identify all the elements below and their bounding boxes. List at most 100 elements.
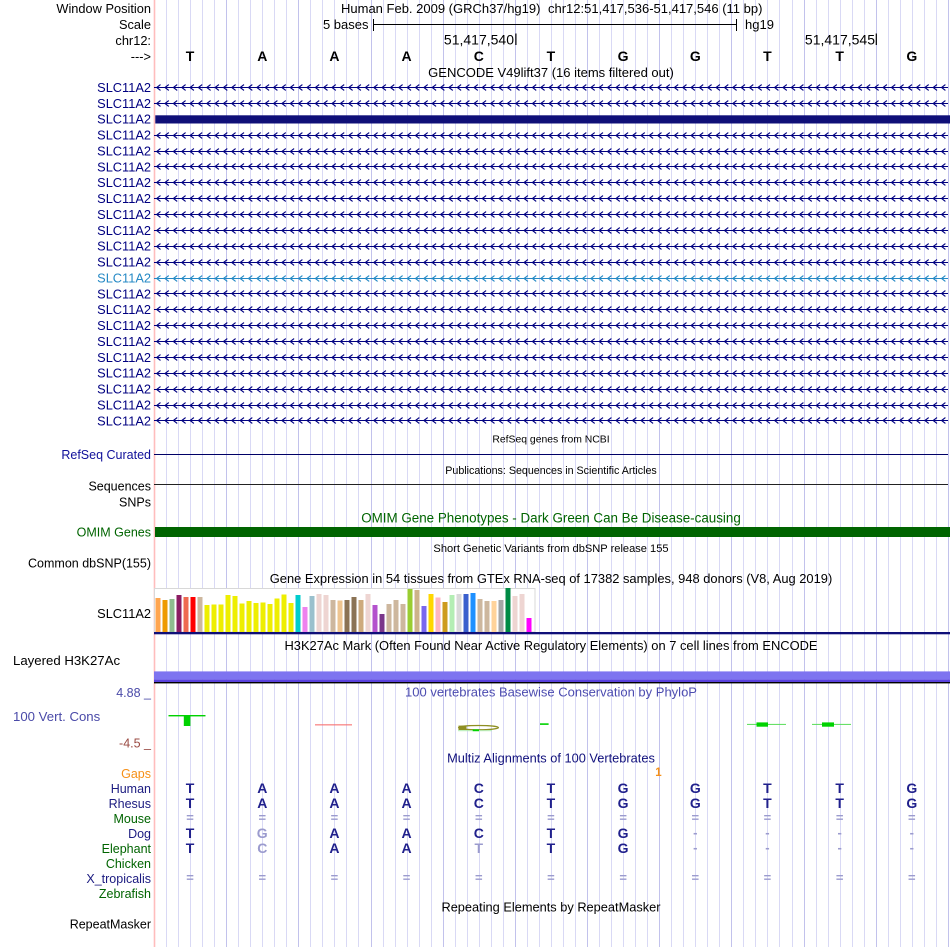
svg-text:=: = [908,810,916,825]
svg-text:OMIM Genes: OMIM Genes [77,526,151,540]
svg-text:G: G [618,825,629,841]
svg-text:Sequences: Sequences [88,480,151,494]
svg-text:=: = [547,810,555,825]
svg-text:SLC11A2: SLC11A2 [97,143,151,158]
svg-text:SLC11A2: SLC11A2 [97,318,151,333]
svg-text:-: - [837,840,841,855]
svg-text:SLC11A2: SLC11A2 [97,366,151,381]
svg-text:SNPs: SNPs [119,496,151,510]
svg-text:Elephant: Elephant [102,842,152,856]
svg-text:C: C [257,840,267,856]
svg-text:hg19: hg19 [745,17,774,32]
svg-text:Multiz Alignments of 100 Verte: Multiz Alignments of 100 Vertebrates [447,751,655,766]
svg-text:SLC11A2: SLC11A2 [97,239,151,254]
svg-text:G: G [618,48,629,64]
svg-text:=: = [475,870,483,885]
svg-text:SLC11A2: SLC11A2 [97,207,151,222]
svg-text:OMIM Gene Phenotypes - Dark Gr: OMIM Gene Phenotypes - Dark Green Can Be… [361,511,741,526]
svg-text:G: G [618,780,629,796]
svg-text:=: = [186,870,194,885]
svg-text:SLC11A2: SLC11A2 [97,606,151,621]
svg-text:51,417,545: 51,417,545 [805,32,875,48]
svg-text:A: A [329,780,339,796]
svg-text:-4.5 _: -4.5 _ [119,737,152,751]
svg-text:T: T [763,795,772,811]
svg-text:SLC11A2: SLC11A2 [97,112,151,127]
svg-text:SLC11A2: SLC11A2 [97,397,151,412]
svg-text:T: T [474,840,483,856]
svg-text:=: = [619,870,627,885]
svg-text:=: = [908,870,916,885]
svg-text:-: - [910,840,914,855]
svg-text:G: G [906,780,917,796]
svg-text:T: T [186,825,195,841]
svg-text:T: T [547,840,556,856]
svg-text:SLC11A2: SLC11A2 [97,191,151,206]
svg-text:SLC11A2: SLC11A2 [97,413,151,428]
svg-text:Short Genetic Variants from db: Short Genetic Variants from dbSNP releas… [433,543,668,555]
svg-text:Zebrafish: Zebrafish [99,887,151,901]
svg-text:Human Feb. 2009 (GRCh37/hg19): Human Feb. 2009 (GRCh37/hg19) [341,1,540,16]
svg-text:Publications: Sequences in Sci: Publications: Sequences in Scientific Ar… [445,465,657,477]
svg-text:T: T [835,795,844,811]
svg-text:100 vertebrates Basewise Conse: 100 vertebrates Basewise Conservation by… [405,685,697,700]
svg-text:T: T [547,780,556,796]
svg-text:Gene Expression in 54 tissues: Gene Expression in 54 tissues from GTEx … [270,571,832,586]
svg-text:=: = [691,870,699,885]
svg-text:-: - [693,840,697,855]
svg-text:Repeating Elements by RepeatMa: Repeating Elements by RepeatMasker [441,900,661,915]
svg-text:SLC11A2: SLC11A2 [97,302,151,317]
svg-text:T: T [763,780,772,796]
svg-text:A: A [257,795,267,811]
svg-text:SLC11A2: SLC11A2 [97,255,151,270]
svg-text:Mouse: Mouse [113,812,151,826]
svg-text:SLC11A2: SLC11A2 [97,382,151,397]
svg-text:Window Position: Window Position [56,1,151,16]
svg-text:SLC11A2: SLC11A2 [97,175,151,190]
svg-text:C: C [474,795,484,811]
svg-text:A: A [402,795,412,811]
svg-text:SLC11A2: SLC11A2 [97,286,151,301]
svg-text:=: = [258,810,266,825]
svg-text:=: = [331,810,339,825]
svg-text:SLC11A2: SLC11A2 [97,270,151,285]
svg-text:4.88 _: 4.88 _ [116,686,152,700]
svg-text:G: G [618,840,629,856]
svg-text:GENCODE V49lift37 (16 items fi: GENCODE V49lift37 (16 items filtered out… [428,65,674,80]
svg-text:T: T [763,48,772,64]
svg-text:=: = [258,870,266,885]
svg-text:100 Vert. Cons: 100 Vert. Cons [13,709,101,724]
svg-text:=: = [186,810,194,825]
svg-text:A: A [257,780,267,796]
svg-text:X_tropicalis: X_tropicalis [86,872,151,886]
svg-text:Human: Human [111,782,151,796]
svg-text:T: T [186,48,195,64]
svg-text:T: T [547,825,556,841]
svg-text:A: A [402,840,412,856]
svg-text:A: A [402,780,412,796]
svg-text:Chicken: Chicken [106,857,151,871]
svg-text:--->: ---> [131,49,151,64]
svg-text:A: A [329,795,339,811]
svg-text:=: = [475,810,483,825]
svg-text:SLC11A2: SLC11A2 [97,96,151,111]
svg-text:SLC11A2: SLC11A2 [97,350,151,365]
svg-text:G: G [690,795,701,811]
svg-text:T: T [186,795,195,811]
svg-text:51,417,540: 51,417,540 [444,32,514,48]
svg-text:C: C [474,780,484,796]
svg-text:-: - [910,825,914,840]
svg-text:5 bases: 5 bases [323,17,369,32]
svg-text:=: = [764,810,772,825]
svg-text:T: T [547,795,556,811]
svg-text:H3K27Ac Mark (Often Found Near: H3K27Ac Mark (Often Found Near Active Re… [284,638,817,653]
svg-text:SLC11A2: SLC11A2 [97,223,151,238]
svg-text:A: A [402,48,412,64]
svg-text:G: G [690,780,701,796]
svg-text:G: G [618,795,629,811]
svg-text:Scale: Scale [119,17,151,32]
svg-text:T: T [835,780,844,796]
svg-text:=: = [331,870,339,885]
svg-text:T: T [186,840,195,856]
svg-text:=: = [547,870,555,885]
